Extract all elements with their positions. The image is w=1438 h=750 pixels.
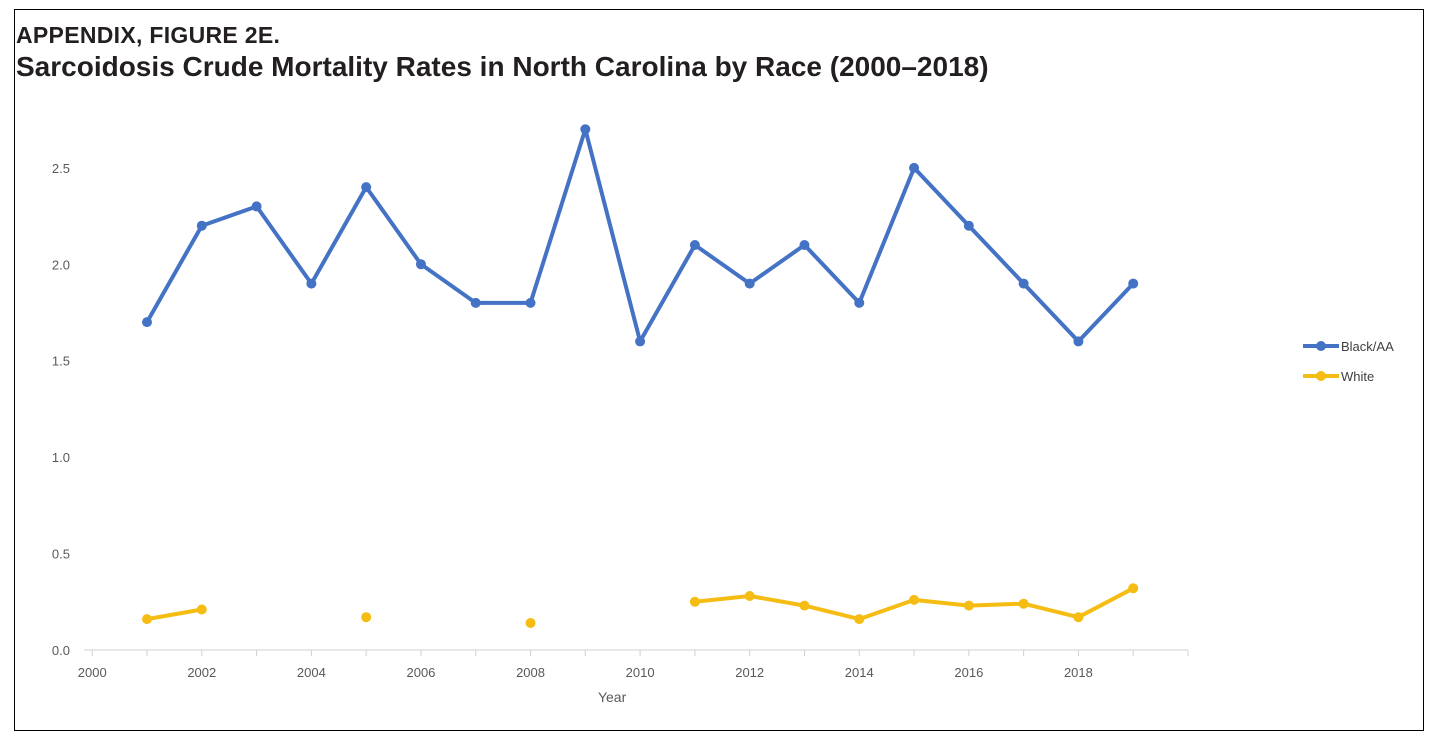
y-tick-label: 2.5 bbox=[52, 161, 70, 176]
data-point-white bbox=[1073, 612, 1084, 623]
data-point-white bbox=[909, 594, 920, 605]
data-point-black-aa bbox=[854, 297, 865, 308]
x-tick-label: 2012 bbox=[735, 665, 764, 680]
data-point-white bbox=[1018, 598, 1029, 609]
y-tick-label: 1.0 bbox=[52, 450, 70, 465]
data-point-black-aa bbox=[635, 336, 646, 347]
data-point-black-aa bbox=[1128, 278, 1139, 289]
data-point-white bbox=[361, 612, 372, 623]
data-point-white bbox=[689, 596, 700, 607]
legend: Black/AA White bbox=[1303, 339, 1394, 384]
x-tick-label: 2018 bbox=[1064, 665, 1093, 680]
series-line-black-aa bbox=[145, 127, 1136, 344]
x-tick-labels: 2000 2002 2004 2006 2008 2010 2012 2014 2016 2018 bbox=[78, 665, 1093, 680]
data-point-black-aa bbox=[909, 162, 920, 173]
y-tick-labels: 0.0 0.5 1.0 1.5 2.0 2.5 bbox=[52, 161, 70, 658]
data-point-black-aa bbox=[799, 240, 810, 250]
y-tick-label: 0.0 bbox=[52, 643, 70, 658]
chart-title: Sarcoidosis Crude Mortality Rates in Nor… bbox=[16, 51, 989, 82]
y-tick-label: 1.5 bbox=[52, 354, 70, 369]
series-line-white bbox=[145, 607, 204, 622]
data-point-black-aa bbox=[415, 259, 426, 270]
data-point-white bbox=[963, 600, 974, 611]
data-point-white bbox=[744, 591, 755, 601]
x-tick-label: 2008 bbox=[516, 665, 545, 680]
data-point-black-aa bbox=[251, 201, 262, 212]
y-tick-label: 2.0 bbox=[52, 257, 70, 272]
series-group bbox=[142, 124, 1139, 628]
data-point-white bbox=[854, 614, 865, 625]
data-point-black-aa bbox=[1073, 336, 1084, 347]
legend-item-white: White bbox=[1303, 369, 1374, 384]
x-tick-label: 2004 bbox=[297, 665, 326, 680]
data-point-black-aa bbox=[142, 317, 153, 328]
data-point-black-aa bbox=[361, 182, 372, 193]
x-axis-title: Year bbox=[598, 689, 627, 705]
x-tick-label: 2010 bbox=[626, 665, 655, 680]
data-point-white bbox=[799, 600, 810, 611]
legend-label-white: White bbox=[1341, 369, 1374, 384]
figure-frame bbox=[14, 9, 1424, 731]
series-white bbox=[142, 583, 1139, 628]
legend-marker-white bbox=[1316, 371, 1326, 381]
x-tick-label: 2016 bbox=[954, 665, 983, 680]
x-tick-label: 2014 bbox=[845, 665, 874, 680]
data-point-black-aa bbox=[1018, 278, 1029, 289]
legend-label-black-aa: Black/AA bbox=[1341, 339, 1394, 354]
data-point-white bbox=[1128, 583, 1139, 594]
x-tick-label: 2006 bbox=[406, 665, 435, 680]
legend-marker-black-aa bbox=[1316, 341, 1326, 351]
data-point-white bbox=[525, 618, 536, 628]
data-point-black-aa bbox=[525, 297, 536, 308]
data-point-black-aa bbox=[196, 220, 207, 231]
data-point-black-aa bbox=[580, 124, 591, 135]
figure-label: APPENDIX, FIGURE 2E. bbox=[16, 22, 281, 48]
data-point-black-aa bbox=[306, 278, 317, 289]
data-point-black-aa bbox=[470, 297, 481, 308]
data-point-black-aa bbox=[963, 220, 974, 231]
series-black-aa bbox=[142, 124, 1139, 347]
data-point-black-aa bbox=[744, 278, 755, 289]
x-tick-label: 2000 bbox=[78, 665, 107, 680]
legend-item-black-aa: Black/AA bbox=[1303, 339, 1394, 354]
data-point-white bbox=[142, 614, 153, 625]
data-point-black-aa bbox=[689, 240, 700, 250]
x-tick-marks bbox=[91, 650, 1189, 656]
y-tick-label: 0.5 bbox=[52, 547, 70, 562]
x-tick-label: 2002 bbox=[187, 665, 216, 680]
data-point-white bbox=[196, 604, 207, 615]
